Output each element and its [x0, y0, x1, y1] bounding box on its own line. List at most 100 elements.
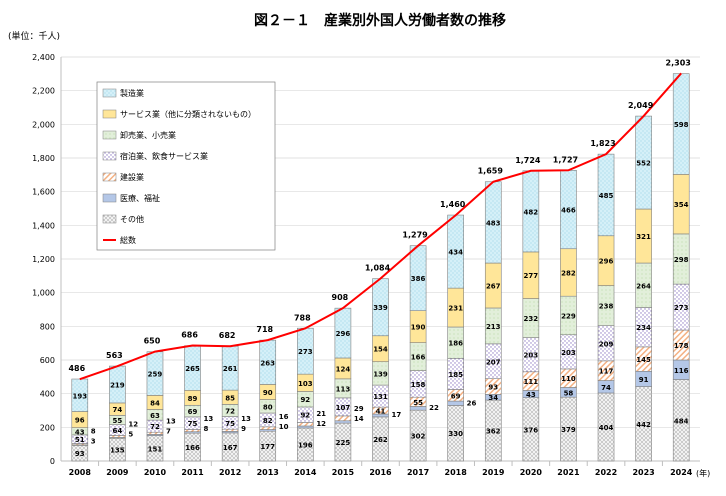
- data-label: 72: [225, 408, 235, 416]
- y-tick-label: 600: [40, 356, 55, 365]
- data-label: 225: [336, 439, 351, 447]
- data-label: 339: [373, 304, 388, 312]
- data-label-side: 14: [354, 415, 364, 423]
- data-label-side: 5: [128, 430, 133, 438]
- data-label: 51: [75, 436, 85, 444]
- legend-swatch: [102, 214, 117, 224]
- data-label: 151: [148, 445, 163, 453]
- data-label: 196: [298, 442, 313, 450]
- data-label: 379: [561, 426, 576, 434]
- total-label: 686: [181, 331, 198, 340]
- data-label: 207: [486, 358, 501, 366]
- data-label-side: 12: [316, 420, 326, 428]
- data-label: 124: [336, 365, 351, 373]
- total-label: 486: [68, 364, 85, 373]
- y-tick-label: 2,200: [32, 87, 55, 96]
- data-label-side: 21: [316, 410, 326, 418]
- data-label-side: 9: [241, 425, 246, 433]
- total-label: 908: [332, 293, 349, 302]
- x-tick-label: 2018: [445, 468, 468, 477]
- data-label: 484: [674, 417, 689, 425]
- legend-entry: サービス業（他に分類されないもの）: [120, 109, 256, 119]
- x-tick-label: 2024: [670, 468, 693, 477]
- data-label: 64: [113, 427, 123, 435]
- data-label: 75: [225, 420, 235, 428]
- data-label: 219: [110, 381, 125, 389]
- data-label: 69: [188, 408, 198, 416]
- bar-segment: [334, 415, 352, 422]
- data-label: 185: [448, 371, 463, 379]
- data-label: 135: [110, 447, 125, 455]
- data-label: 113: [336, 385, 351, 393]
- data-label: 238: [599, 303, 614, 311]
- data-label: 63: [150, 412, 160, 420]
- data-label: 354: [674, 201, 689, 209]
- x-axis-label: (年): [696, 468, 710, 478]
- bar-segment: [109, 435, 126, 438]
- data-label: 262: [373, 436, 388, 444]
- x-tick-label: 2019: [482, 468, 505, 477]
- data-label-side: 22: [429, 404, 439, 412]
- data-label: 96: [75, 417, 85, 425]
- data-label: 89: [188, 395, 198, 403]
- legend-swatch: [102, 172, 117, 182]
- legend-entry: 総数: [120, 235, 136, 245]
- bar-segment: [334, 420, 352, 424]
- x-tick-label: 2012: [219, 468, 241, 477]
- data-label-side: 12: [128, 420, 138, 428]
- data-label: 259: [148, 371, 163, 379]
- data-label-side: 17: [392, 411, 402, 419]
- y-tick-label: 1,400: [32, 221, 55, 230]
- legend-entry: その他: [120, 214, 144, 224]
- x-tick-label: 2009: [106, 468, 129, 477]
- x-tick-label: 2010: [144, 468, 167, 477]
- data-label: 376: [524, 426, 539, 434]
- data-label: 203: [561, 349, 576, 357]
- data-label: 55: [113, 417, 123, 425]
- data-label: 131: [373, 393, 388, 401]
- data-label-side: 26: [467, 399, 477, 407]
- data-label: 139: [373, 370, 388, 378]
- total-label: 2,303: [666, 58, 691, 67]
- data-label-side: 10: [279, 423, 289, 431]
- total-label: 1,084: [365, 264, 391, 273]
- data-label-side: 3: [91, 437, 96, 445]
- data-label: 302: [411, 433, 426, 441]
- data-label: 82: [263, 417, 273, 425]
- legend-entry: 卸売業、小売業: [120, 130, 176, 140]
- data-label-side: 13: [166, 418, 176, 426]
- data-label: 177: [260, 443, 275, 451]
- data-label: 234: [636, 324, 651, 332]
- data-label: 434: [448, 249, 463, 257]
- data-label: 229: [561, 312, 576, 320]
- total-label: 1,460: [440, 200, 466, 209]
- data-label: 116: [674, 367, 689, 375]
- data-label: 209: [599, 340, 614, 348]
- bar-segment: [447, 400, 464, 406]
- data-label: 74: [113, 406, 123, 414]
- data-label: 190: [411, 324, 426, 332]
- total-label: 682: [219, 331, 236, 340]
- data-label-side: 16: [279, 413, 289, 421]
- y-tick-label: 1,600: [32, 188, 55, 197]
- data-label: 117: [599, 368, 614, 376]
- y-tick-label: 1,000: [32, 289, 55, 298]
- legend-entry: 医療、福祉: [120, 193, 160, 203]
- x-tick-label: 2016: [369, 468, 392, 477]
- total-label: 1,659: [478, 167, 504, 176]
- data-label: 92: [300, 412, 310, 420]
- data-label-side: 8: [204, 425, 209, 433]
- data-label: 298: [674, 256, 689, 264]
- data-label: 261: [223, 365, 238, 373]
- total-label: 2,049: [628, 101, 654, 110]
- data-label: 193: [72, 392, 87, 400]
- total-label: 1,724: [515, 156, 541, 165]
- data-label: 264: [636, 282, 651, 290]
- y-tick-label: 400: [40, 390, 55, 399]
- data-label-side: 7: [166, 428, 171, 436]
- y-tick-label: 200: [40, 423, 55, 432]
- data-label: 277: [524, 272, 539, 280]
- x-tick-label: 2011: [181, 468, 204, 477]
- total-label: 1,279: [402, 231, 428, 240]
